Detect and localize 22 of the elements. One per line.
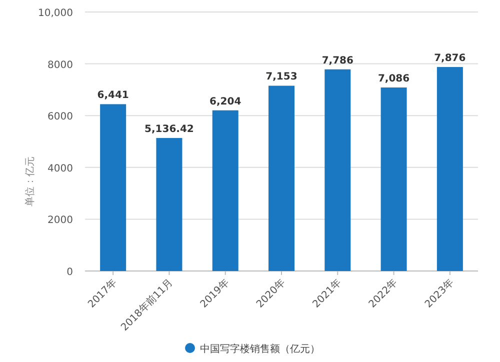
y-tick-label: 10,000 — [38, 8, 73, 19]
y-tick-label: 0 — [66, 267, 73, 278]
bar — [380, 87, 407, 271]
y-tick-label: 4000 — [48, 163, 73, 174]
bar — [100, 104, 126, 271]
data-label: 7,786 — [322, 55, 354, 66]
y-tick-label: 8000 — [48, 60, 73, 71]
bar — [268, 86, 294, 271]
data-label: 7,876 — [434, 53, 466, 64]
y-tick-label: 2000 — [48, 215, 73, 226]
y-tick-label: 6000 — [48, 112, 73, 123]
data-label: 7,153 — [266, 72, 298, 83]
bar — [156, 138, 182, 271]
y-axis-title: 单位：亿元 — [24, 156, 36, 206]
bar — [324, 69, 351, 271]
data-label: 6,204 — [210, 96, 242, 108]
bar — [212, 110, 238, 271]
data-label: 5,136.42 — [144, 124, 194, 135]
legend-label: 中国写字楼销售额（亿元） — [200, 343, 320, 355]
data-label: 6,441 — [97, 90, 129, 102]
data-label: 7,086 — [378, 73, 410, 84]
bar — [436, 67, 463, 271]
